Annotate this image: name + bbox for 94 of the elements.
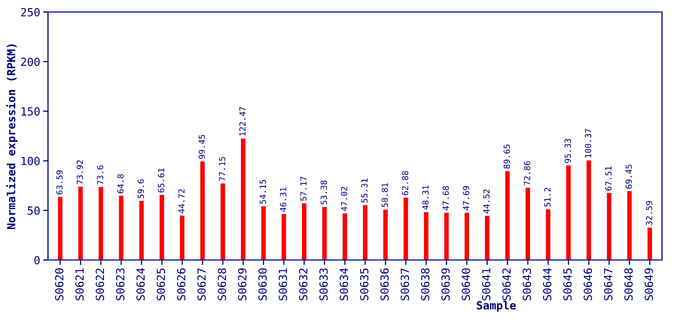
bar	[484, 216, 490, 260]
data-label: 46.31	[280, 188, 286, 212]
y-tick-label: 150	[22, 107, 40, 116]
y-tick-label: 250	[21, 8, 40, 16]
data-label: 95.33	[564, 138, 571, 163]
bar	[282, 214, 286, 260]
x-tick-label: S0643	[522, 268, 532, 300]
data-label: 122.47	[239, 107, 246, 136]
bar	[240, 138, 246, 260]
x-tick-label: S0620	[55, 268, 64, 300]
y-axis-title: Normalized expression (RPKM)	[6, 44, 18, 230]
x-tick-label: S0629	[238, 268, 246, 300]
bar	[118, 196, 124, 260]
bar	[139, 200, 144, 260]
x-tick-label: S0630	[258, 268, 267, 300]
data-label: 67.51	[605, 166, 612, 191]
x-tick-label: S0626	[177, 268, 186, 300]
data-label: 48.31	[422, 186, 429, 210]
data-label: 64.8	[117, 174, 124, 194]
x-tick-label: S0649	[644, 268, 654, 300]
bar	[342, 213, 348, 260]
x-tick-label: S0647	[604, 268, 612, 300]
data-label: 73.6	[97, 165, 104, 184]
bar	[404, 198, 408, 260]
x-tick-label: S0640	[462, 268, 470, 300]
data-label: 73.92	[76, 160, 83, 184]
x-tick-label: S0624	[136, 268, 145, 300]
x-tick-label: S0648	[624, 268, 633, 300]
data-label: 57.17	[300, 176, 307, 201]
x-tick-label: S0627	[197, 268, 206, 300]
bar	[566, 165, 571, 260]
y-tick-label: 0	[34, 256, 40, 264]
x-tick-label: S0645	[563, 268, 572, 300]
x-tick-label: S0646	[584, 268, 592, 300]
bar	[58, 196, 62, 260]
data-label: 51.2	[544, 188, 551, 207]
x-tick-label: S0639	[441, 268, 450, 300]
data-label: 65.61	[158, 168, 164, 192]
data-label: 89.65	[504, 144, 510, 169]
data-label: 69.45	[626, 164, 632, 189]
y-tick-label: 200	[21, 58, 40, 66]
data-label: 59.6	[138, 179, 144, 198]
x-tick-label: S0631	[278, 268, 288, 300]
x-tick-label: S0633	[319, 268, 328, 300]
bar	[200, 161, 205, 260]
data-label: 44.52	[483, 189, 490, 214]
x-tick-label: S0622	[96, 268, 104, 300]
data-label: 50.81	[382, 183, 388, 208]
x-tick-label: S0638	[421, 268, 430, 300]
bar	[526, 188, 530, 260]
bar	[648, 228, 652, 260]
bar	[220, 183, 226, 260]
data-label: 44.72	[178, 189, 185, 214]
data-label: 100.37	[584, 128, 592, 158]
bar	[627, 191, 632, 260]
x-tick-label: S0642	[502, 268, 511, 300]
bar	[546, 209, 550, 260]
data-label: 32.59	[646, 201, 652, 226]
x-tick-label: S0641	[482, 268, 490, 300]
data-label: 47.69	[462, 186, 470, 210]
x-tick-label: S0625	[156, 268, 166, 300]
data-label: 47.02	[340, 186, 348, 211]
data-label: 63.59	[56, 170, 63, 194]
data-label: 99.45	[198, 134, 205, 159]
x-tick-label: S0636	[380, 268, 389, 300]
data-label: 53.38	[320, 180, 327, 204]
data-label: 62.88	[402, 171, 408, 196]
bar	[160, 194, 164, 260]
bar	[424, 212, 428, 260]
x-tick-label: S0621	[75, 268, 84, 300]
bar	[180, 216, 184, 260]
y-tick-label: 100	[22, 156, 40, 166]
bar	[302, 203, 306, 260]
bar	[606, 193, 612, 260]
bar	[78, 186, 83, 260]
bar	[98, 186, 104, 260]
bar	[464, 212, 470, 260]
bar	[505, 171, 510, 260]
x-axis-title: Sample	[476, 300, 516, 312]
data-label: 72.86	[524, 161, 530, 186]
data-label: 55.31	[361, 178, 368, 203]
data-label: 77.15	[219, 157, 226, 181]
data-label: 54.15	[260, 180, 266, 204]
x-tick-label: S0644	[542, 268, 552, 300]
bar	[586, 160, 592, 260]
y-tick-label: 50	[28, 206, 40, 215]
x-tick-label: S0637	[400, 268, 410, 300]
bar	[362, 205, 368, 260]
x-tick-label: S0628	[218, 268, 226, 300]
x-tick-label: S0632	[299, 268, 308, 300]
x-tick-label: S0634	[340, 268, 348, 300]
x-tick-label: S0635	[360, 268, 368, 300]
data-label: 47.68	[442, 186, 449, 210]
x-tick-label: S0623	[116, 268, 124, 300]
